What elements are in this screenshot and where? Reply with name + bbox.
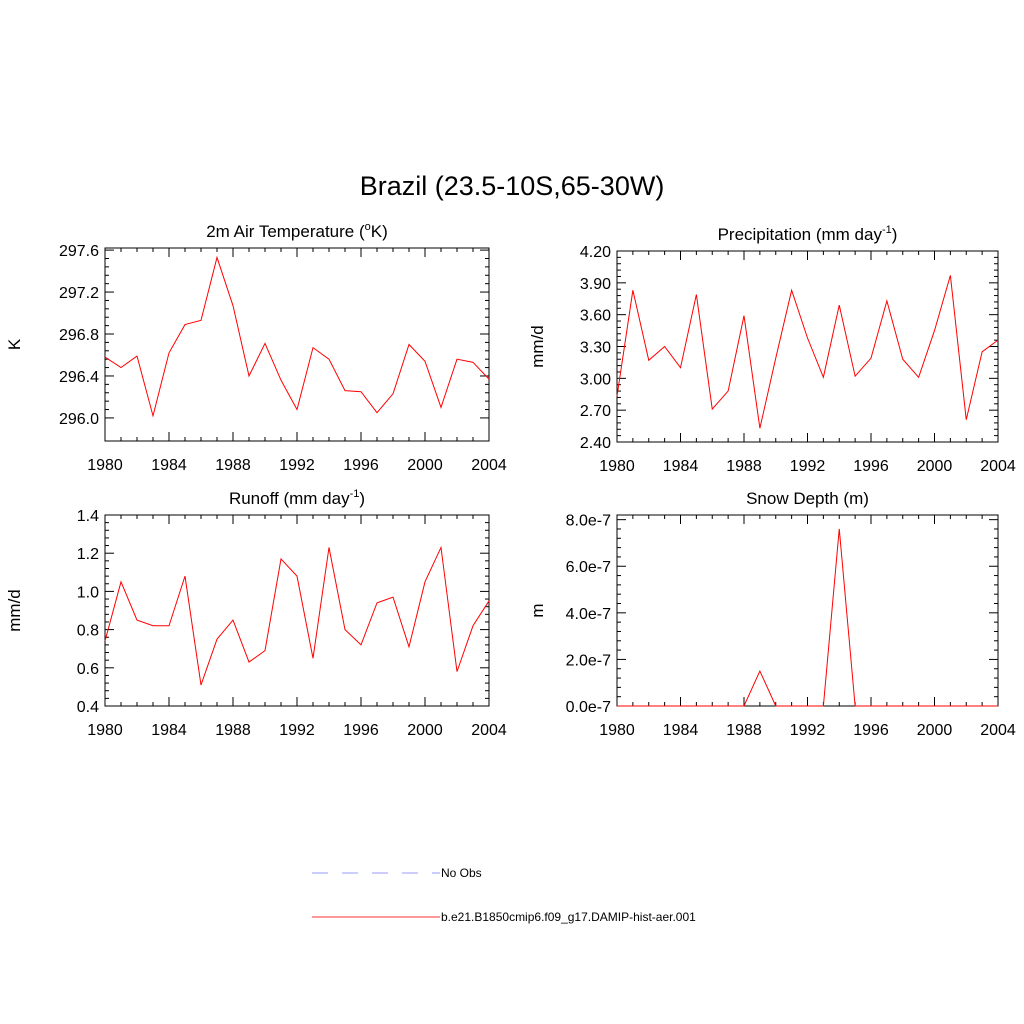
- legend-line-no-obs: [312, 872, 440, 874]
- y-tick-label: 0.8: [77, 623, 99, 640]
- y-tick-label: 0.4: [77, 699, 99, 716]
- y-tick-label: 297.2: [59, 285, 99, 302]
- x-tick-label: 1980: [87, 457, 123, 474]
- x-tick-label: 2004: [471, 722, 507, 739]
- x-tick-label: 2000: [917, 722, 953, 739]
- legend-line-model: [312, 916, 440, 918]
- legend-label-model: b.e21.B1850cmip6.f09_g17.DAMIP-hist-aer.…: [441, 910, 696, 924]
- y-tick-label: 2.40: [580, 435, 611, 452]
- figure-title: Brazil (23.5-10S,65-30W): [359, 171, 665, 201]
- y-axis-label: mm/d: [528, 325, 547, 368]
- x-tick-label: 1996: [853, 458, 889, 475]
- y-axis-label: K: [5, 338, 24, 350]
- y-tick-label: 297.6: [59, 243, 99, 260]
- y-tick-label: 1.0: [77, 584, 99, 601]
- y-tick-label: 296.8: [59, 327, 99, 344]
- x-tick-label: 2000: [407, 722, 443, 739]
- y-tick-label: 2.70: [580, 403, 611, 420]
- x-tick-label: 1984: [663, 722, 699, 739]
- panel-title: Runoff (mm day-1): [229, 488, 365, 508]
- x-tick-label: 1984: [151, 722, 187, 739]
- y-tick-label: 3.00: [580, 371, 611, 388]
- x-tick-label: 1988: [726, 458, 762, 475]
- y-tick-label: 296.4: [59, 369, 99, 386]
- x-tick-label: 1996: [853, 722, 889, 739]
- y-tick-label: 3.60: [580, 308, 611, 325]
- x-tick-label: 2004: [980, 722, 1016, 739]
- x-tick-label: 2000: [407, 457, 443, 474]
- panel-title: 2m Air Temperature (oK): [206, 221, 388, 241]
- x-tick-label: 1988: [726, 722, 762, 739]
- x-tick-label: 1980: [599, 722, 635, 739]
- series-line: [104, 255, 490, 418]
- x-tick-label: 1992: [279, 722, 315, 739]
- plot-frame: [104, 514, 490, 707]
- x-tick-label: 1984: [151, 457, 187, 474]
- y-tick-label: 296.0: [59, 411, 99, 428]
- panel-runoff: 1980 1984 1988 1992 1996 2000 2004 0.4 0.6 0.8 1.0…: [5, 488, 507, 739]
- x-tick-label: 2004: [980, 458, 1016, 475]
- x-tick-label: 1980: [599, 458, 635, 475]
- panel-title: Snow Depth (m): [746, 489, 869, 508]
- x-tick-label: 1980: [87, 722, 123, 739]
- x-tick-label: 1984: [663, 458, 699, 475]
- x-tick-label: 1992: [790, 722, 826, 739]
- y-tick-label: 6.0e-7: [566, 559, 611, 576]
- x-tick-label: 1996: [343, 722, 379, 739]
- plot-frame: [616, 250, 999, 443]
- series-line: [104, 545, 490, 686]
- panel-snow-depth: 1980 1984 1988 1992 1996 2000 2004 0.0e-7 2.0e-7…: [528, 489, 1016, 739]
- y-tick-label: 0.6: [77, 661, 99, 678]
- y-tick-label: 1.4: [77, 508, 99, 525]
- y-tick-label: 3.90: [580, 276, 611, 293]
- y-axis-label: m: [528, 603, 547, 617]
- panel-precipitation: 1980 1984 1988 1992 1996 2000 2004 2.40 2.70 3.00…: [528, 224, 1016, 475]
- x-tick-label: 1992: [279, 457, 315, 474]
- y-tick-label: 4.20: [580, 244, 611, 261]
- x-tick-label: 2004: [471, 457, 507, 474]
- y-tick-label: 4.0e-7: [566, 606, 611, 623]
- y-tick-label: 2.0e-7: [566, 652, 611, 669]
- x-tick-label: 1988: [215, 457, 251, 474]
- panel-title: Precipitation (mm day-1): [718, 224, 898, 244]
- y-tick-label: 3.30: [580, 340, 611, 357]
- plot-frame: [104, 247, 490, 442]
- legend-label-no-obs: No Obs: [441, 866, 482, 880]
- y-tick-label: 1.2: [77, 546, 99, 563]
- series-line: [617, 528, 998, 707]
- y-axis-label: mm/d: [5, 589, 24, 632]
- x-tick-label: 1988: [215, 722, 251, 739]
- x-tick-label: 2000: [917, 458, 953, 475]
- y-tick-label: 0.0e-7: [566, 699, 611, 716]
- series-line: [616, 275, 999, 429]
- y-tick-label: 8.0e-7: [566, 513, 611, 530]
- x-tick-label: 1992: [790, 458, 826, 475]
- plot-frame: [616, 514, 999, 707]
- panel-temperature: 1980 1984 1988 1992 1996 2000 2004 296.0 296.4 29…: [5, 221, 507, 474]
- x-tick-label: 1996: [343, 457, 379, 474]
